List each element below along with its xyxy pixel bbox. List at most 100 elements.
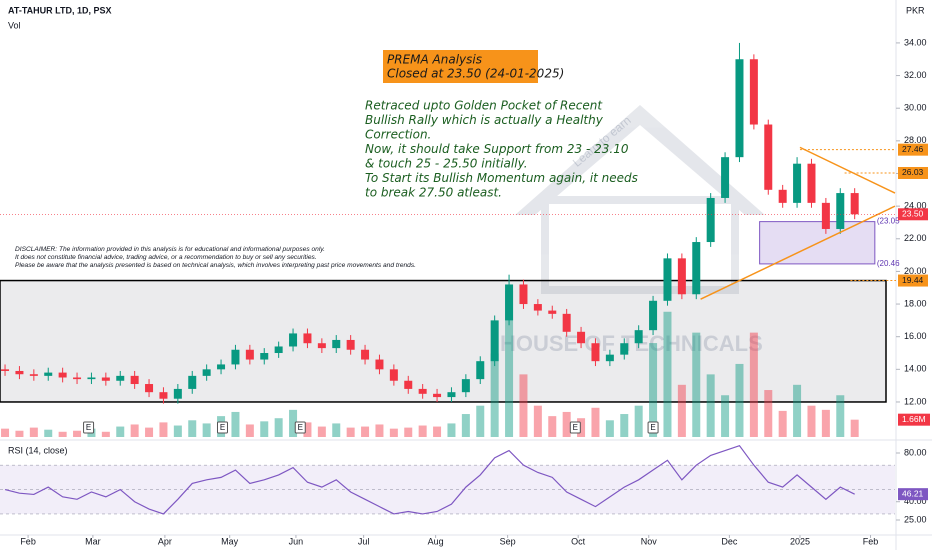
candle-body [375, 359, 384, 370]
event-label: E [220, 423, 225, 432]
watermark-house [515, 105, 765, 294]
x-tick-label: Dec [721, 536, 738, 546]
volume-bar [101, 431, 110, 437]
rsi-last-label: 46.21 [902, 488, 924, 498]
volume-bar [821, 409, 830, 437]
last-price-label: 23.50 [902, 209, 924, 219]
volume-bar [418, 425, 427, 437]
candle-body [87, 377, 96, 380]
volume-bar [44, 429, 53, 437]
candle-body [735, 59, 744, 158]
candle-body [807, 163, 816, 203]
disclaimer: Please be aware that the analysis presen… [15, 262, 416, 269]
candle-body [346, 339, 355, 350]
volume-bar [173, 425, 182, 437]
candle-body [620, 343, 629, 355]
volume-bar [836, 395, 845, 437]
candle-body [404, 380, 413, 389]
analysis-box [383, 50, 538, 83]
candle-body [505, 284, 514, 321]
candle-body [476, 361, 485, 380]
analysis-note: & touch 25 - 25.50 initially. [365, 157, 528, 171]
candle-body [548, 310, 557, 314]
candle-body [793, 163, 802, 203]
volume-bar [591, 407, 600, 437]
level-label: 19.44 [902, 275, 924, 285]
volume-bar [145, 427, 154, 437]
x-tick-label: Mar [85, 536, 101, 546]
volume-bar [562, 411, 571, 437]
candle-body [231, 349, 240, 365]
volume-bar [649, 343, 658, 437]
volume-bar [663, 311, 672, 437]
volume-bar [533, 405, 542, 437]
volume-bar [361, 426, 370, 437]
candle-body [433, 393, 442, 398]
watermark-roof [515, 105, 765, 215]
volume-bar [332, 423, 341, 437]
candle-body [677, 258, 686, 295]
candle-body [58, 372, 67, 378]
x-tick-label: Feb [20, 536, 36, 546]
volume-bar [706, 374, 715, 437]
volume-bar [303, 422, 312, 437]
candle-body [389, 369, 398, 381]
candle-body [418, 388, 427, 394]
candle-body [764, 124, 773, 190]
candle-body [649, 300, 658, 331]
candle-body [202, 369, 211, 376]
candle-body [173, 388, 182, 399]
support-box-label: (23.05 [877, 217, 900, 226]
x-tick-label: Jul [358, 536, 370, 546]
x-tick-label: Oct [571, 536, 586, 546]
volume-bar [231, 411, 240, 437]
rsi-tick-label: 40.00 [904, 496, 927, 506]
volume-bar [29, 427, 38, 437]
candle-body [533, 304, 542, 311]
candle-body [778, 189, 787, 203]
volume-bar [490, 353, 499, 437]
x-tick-label: Nov [641, 536, 658, 546]
volume-bar [375, 424, 384, 437]
y-tick-label: 32.00 [904, 70, 927, 80]
volume-title: Vol [8, 20, 21, 30]
trendline [799, 146, 896, 194]
candle-body [692, 242, 701, 295]
analysis-subtitle: Closed at 23.50 (24-01-2025) [387, 67, 564, 81]
volume-bar [548, 416, 557, 437]
x-tick-label: Feb [863, 536, 879, 546]
disclaimer: DISCLAIMER: The information provided in … [15, 246, 325, 253]
volume-bar [260, 421, 269, 437]
candle-body [821, 202, 830, 229]
candle-body [490, 320, 499, 362]
candle-body [29, 374, 38, 376]
volume-bar [764, 390, 773, 437]
event-marker [216, 421, 228, 434]
level-label-bg [898, 274, 928, 287]
candle-body [188, 375, 197, 389]
volume-bar [505, 290, 514, 437]
candle-body [260, 353, 269, 360]
volume-bar [692, 332, 701, 437]
level-label: 26.03 [902, 167, 924, 177]
volume-bar [620, 414, 629, 437]
level-label: 27.46 [902, 144, 924, 154]
y-tick-label: 24.00 [904, 201, 927, 211]
price-zone [0, 279, 887, 403]
currency: PKR [906, 5, 925, 15]
analysis-note: Now, it should take Support from 23 - 23… [365, 142, 629, 156]
candle-body [519, 284, 528, 305]
volume-bar [389, 428, 398, 437]
rsi-line [4, 444, 855, 515]
analysis-note: To Start its Bullish Momentum again, it … [365, 171, 638, 185]
y-tick-label: 16.00 [904, 331, 927, 341]
volume-bar [404, 427, 413, 437]
candle-body [591, 343, 600, 362]
volume-bar [15, 430, 24, 437]
y-tick-label: 14.00 [904, 364, 927, 374]
candle-body [721, 157, 730, 198]
candle-body [577, 331, 586, 344]
volume-bar [476, 405, 485, 437]
rsi-last-bg [898, 488, 928, 501]
